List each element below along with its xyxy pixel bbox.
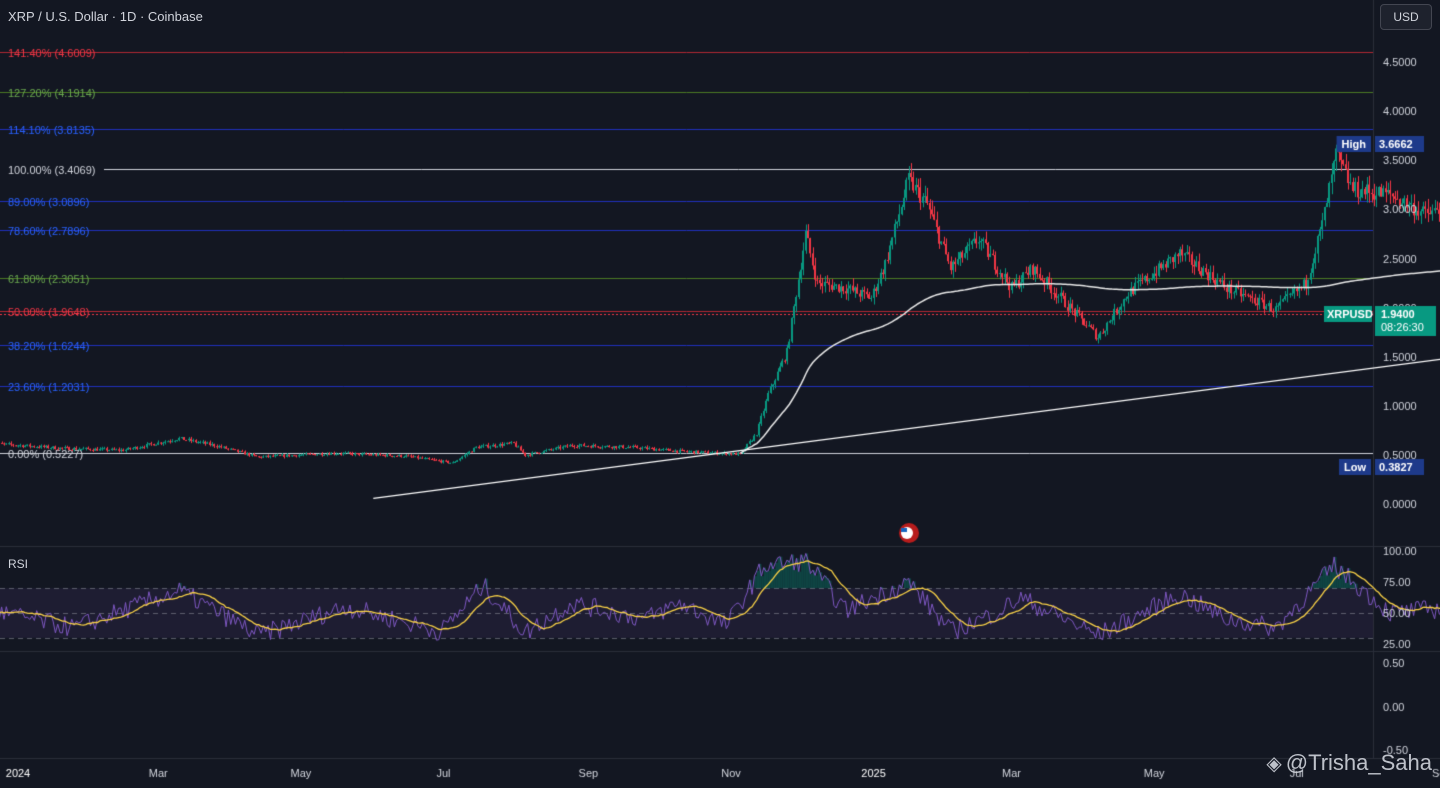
currency-button[interactable]: USD xyxy=(1380,4,1432,30)
rsi-pane-label: RSI xyxy=(8,557,29,571)
chart-title: XRP / U.S. Dollar · 1D · Coinbase xyxy=(8,9,203,24)
author-watermark: ◈ @Trisha_Saha xyxy=(1266,750,1432,776)
watermark-text: @Trisha_Saha xyxy=(1285,750,1432,775)
exchange-logo-icon: ◈ xyxy=(1266,753,1282,775)
